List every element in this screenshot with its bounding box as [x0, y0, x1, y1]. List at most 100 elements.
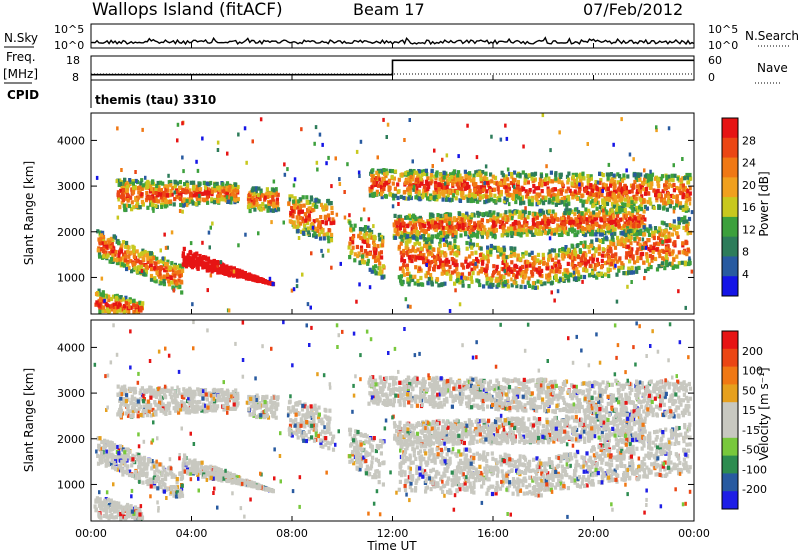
heatmap-cell	[684, 206, 688, 211]
heatmap-cell	[639, 204, 643, 209]
heatmap-cell	[453, 230, 457, 236]
heatmap-cell	[438, 243, 442, 248]
heatmap-cell	[500, 178, 504, 183]
heatmap-cell	[502, 275, 506, 280]
freq-line	[91, 59, 694, 76]
heatmap-cell	[484, 255, 488, 260]
heatmap-cell	[562, 221, 566, 226]
heatmap-cell	[426, 281, 430, 286]
heatmap-cell	[681, 176, 685, 181]
heatmap-cell	[434, 227, 438, 233]
heatmap-cell	[426, 270, 430, 275]
heatmap-cell	[523, 210, 527, 215]
heatmap-cell	[399, 194, 403, 199]
heatmap-cell	[440, 190, 444, 195]
heatmap-cell	[620, 117, 623, 122]
heatmap-cell	[297, 236, 301, 240]
heatmap-cell	[656, 188, 660, 193]
heatmap-cell	[509, 246, 514, 251]
heatmap-cell	[558, 269, 562, 274]
heatmap-cell	[600, 232, 604, 237]
heatmap-cell	[643, 168, 646, 173]
heatmap-cell	[138, 205, 142, 210]
heatmap-cell	[205, 268, 209, 273]
heatmap-cell	[639, 231, 643, 236]
heatmap-cell	[506, 217, 510, 222]
heatmap-cell	[465, 181, 469, 187]
heatmap-cell	[448, 221, 451, 226]
heatmap-cell	[393, 186, 397, 191]
heatmap-cell	[198, 193, 201, 198]
heatmap-cell	[195, 159, 198, 164]
heatmap-cell	[611, 224, 615, 229]
heatmap-cell	[203, 183, 207, 188]
heatmap-cell	[586, 142, 589, 146]
heatmap-cell	[116, 457, 120, 462]
heatmap-cell	[406, 271, 410, 277]
heatmap-cell	[426, 249, 430, 254]
heatmap-cell	[175, 265, 180, 270]
heatmap-cell	[512, 280, 516, 285]
heatmap-cell	[557, 232, 562, 237]
heatmap-cell	[307, 230, 311, 235]
heatmap-cell	[115, 258, 119, 263]
heatmap-cell	[439, 253, 443, 258]
heatmap-cell	[355, 299, 358, 304]
heatmap-cell	[607, 258, 611, 263]
heatmap-cell	[570, 227, 575, 232]
heatmap-cell	[168, 265, 172, 270]
heatmap-cell	[672, 219, 676, 224]
heatmap-cell	[231, 184, 235, 189]
heatmap-cell	[566, 254, 571, 259]
heatmap-cell	[321, 205, 325, 210]
heatmap-cell	[528, 263, 532, 268]
heatmap-cell	[185, 203, 189, 208]
heatmap-cell	[323, 216, 327, 221]
heatmap-cell	[575, 219, 580, 224]
heatmap-cell	[314, 198, 318, 203]
heatmap-cell	[543, 224, 547, 229]
heatmap-cell	[547, 179, 551, 184]
heatmap-cell	[343, 190, 346, 194]
heatmap-cell	[537, 270, 541, 275]
heatmap-cell	[475, 278, 479, 283]
heatmap-cell	[564, 245, 568, 250]
heatmap-cell	[444, 214, 448, 219]
heatmap-cell	[119, 249, 124, 254]
heatmap-cell	[141, 301, 145, 306]
heatmap-cell	[455, 217, 459, 223]
heatmap-cell	[349, 227, 353, 232]
heatmap-cell	[135, 203, 139, 208]
heatmap-cell	[451, 261, 455, 266]
heatmap-cell	[535, 225, 539, 230]
heatmap-cell	[589, 214, 593, 219]
heatmap-cell	[418, 218, 422, 223]
heatmap-cell	[635, 226, 639, 231]
heatmap-cell	[283, 162, 286, 167]
heatmap-cell	[612, 219, 617, 224]
heatmap-cell	[646, 179, 650, 184]
heatmap-cell	[406, 215, 410, 220]
heatmap-cell	[512, 252, 517, 257]
heatmap-cell	[686, 231, 689, 236]
heatmap-cell	[563, 202, 567, 207]
heatmap-cell	[595, 257, 599, 262]
heatmap-cell	[168, 193, 172, 198]
heatmap-cell	[626, 229, 630, 234]
heatmap-cell	[560, 254, 564, 259]
heatmap-cell	[421, 282, 425, 287]
heatmap-cell	[123, 196, 127, 201]
heatmap-cell	[526, 191, 530, 196]
heatmap-cell	[614, 263, 617, 268]
heatmap-cell	[603, 272, 608, 277]
heatmap-cell	[622, 224, 626, 229]
heatmap-cell	[445, 271, 449, 276]
heatmap-cell	[617, 223, 621, 228]
heatmap-cell	[469, 178, 474, 183]
heatmap-cell	[97, 303, 101, 308]
heatmap-cell	[101, 234, 106, 240]
heatmap-cell	[235, 187, 240, 192]
heatmap-cell	[472, 259, 476, 264]
heatmap-cell	[493, 245, 497, 250]
heatmap-cell	[400, 265, 405, 271]
